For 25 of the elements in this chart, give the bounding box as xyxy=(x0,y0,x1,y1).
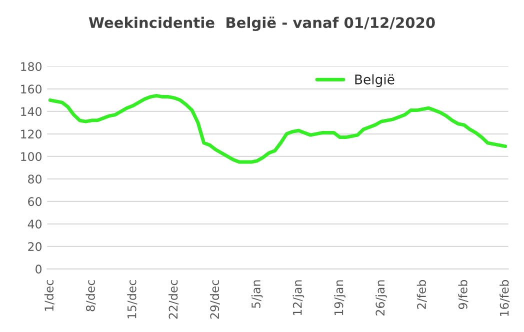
y-tick-label: 120 xyxy=(21,130,42,139)
x-tick-label: 2/feb xyxy=(416,280,427,309)
x-tick-label: 8/dec xyxy=(86,280,96,312)
x-tick-label: 15/dec xyxy=(127,280,138,318)
y-tick-label: 160 xyxy=(21,84,42,94)
y-tick-label: 80 xyxy=(28,174,42,184)
x-tick-label: 22/dec xyxy=(168,280,179,319)
x-tick-label: 9/feb xyxy=(458,280,468,309)
y-tick-label: 140 xyxy=(21,107,42,116)
x-tick-label: 1/dec xyxy=(44,280,54,311)
chart-title: Weekincidentie België - vanaf 01/12/2020 xyxy=(88,16,435,32)
x-tick-label: 26/jan xyxy=(375,280,387,316)
y-tick-label: 20 xyxy=(28,242,42,252)
line-series xyxy=(48,94,508,164)
x-tick-label: 5/jan xyxy=(251,280,263,308)
x-tick-label: 29/dec xyxy=(210,280,220,319)
y-tick-label: 40 xyxy=(28,220,42,229)
y-tick-label: 100 xyxy=(21,152,42,162)
y-tick-label: 60 xyxy=(28,197,42,206)
legend-label: België xyxy=(355,74,394,87)
x-tick-label: 16/feb xyxy=(500,280,510,316)
y-tick-label: 0 xyxy=(36,264,42,274)
y-tick-label: 180 xyxy=(21,62,42,72)
x-tick-label: 19/jan xyxy=(334,280,346,316)
x-tick-label: 12/jan xyxy=(292,280,304,316)
